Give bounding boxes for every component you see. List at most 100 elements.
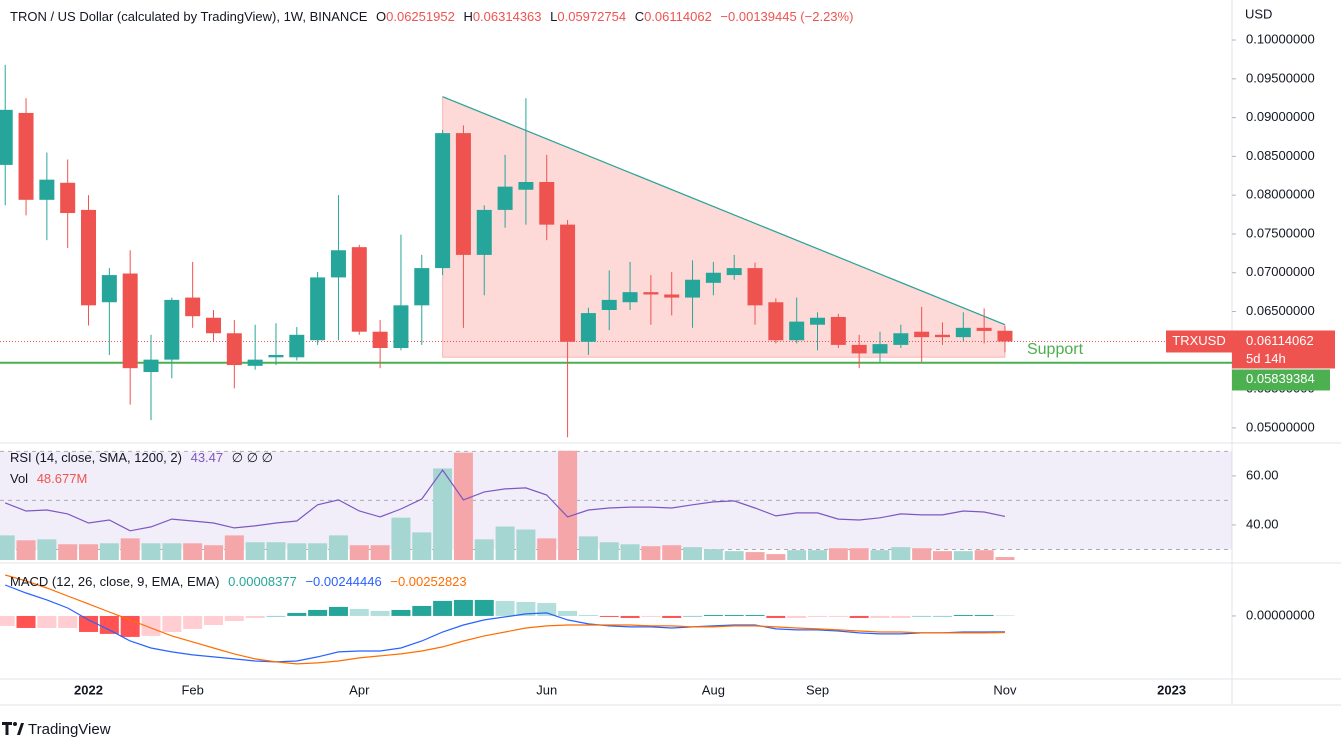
candle-body — [934, 334, 950, 338]
y-axis-unit: USD — [1245, 6, 1272, 21]
change-label: −0.00139445 (−2.23%) — [720, 9, 854, 24]
signal-line — [5, 574, 1006, 665]
x-tick-label: Feb — [181, 682, 203, 697]
macd-histogram-bar — [412, 605, 432, 616]
rsi-line — [4, 468, 1006, 532]
volume-bar — [745, 552, 765, 560]
macd-histogram-bar — [266, 615, 286, 617]
macd-histogram-bar — [391, 609, 411, 616]
macd-histogram-bar — [203, 615, 223, 625]
macd-histogram-bar — [79, 615, 99, 632]
volume-bar — [683, 547, 703, 560]
macd-histogram-bar — [849, 615, 869, 618]
macd-histogram-bar — [912, 615, 932, 617]
x-tick-label: Apr — [349, 682, 370, 697]
candle-body — [372, 331, 388, 348]
rsi-title: RSI (14, close, SMA, 1200, 2) — [10, 450, 182, 465]
volume-bar — [558, 450, 578, 560]
x-tick-label: 2022 — [74, 682, 103, 697]
macd-histogram-bar — [578, 614, 598, 616]
brand-name: TradingView — [28, 721, 111, 738]
macd-histogram-bar — [828, 615, 848, 617]
candle-body — [18, 112, 34, 200]
volume-bar — [391, 517, 411, 560]
volume-bar — [16, 540, 36, 560]
macd-histogram-bar — [0, 615, 15, 626]
candle-body — [851, 344, 867, 354]
volume-bar — [287, 543, 307, 560]
volume-bar — [891, 547, 911, 560]
volume-bar — [828, 548, 848, 560]
candle-body — [351, 247, 367, 332]
macd-histogram-bar — [287, 612, 307, 616]
symbol-badge — [1166, 330, 1232, 353]
macd-histogram-bar — [870, 615, 890, 618]
volume-bar — [599, 542, 619, 560]
candle-body — [122, 273, 138, 369]
candle-body — [955, 327, 971, 338]
macd-histogram-bar — [183, 615, 203, 629]
triangle-edge — [442, 96, 1006, 326]
macd-histogram-bar — [974, 614, 994, 616]
volume-bar — [474, 539, 494, 560]
ohlc-key: C — [634, 9, 645, 24]
signal-value: −0.00252823 — [390, 574, 467, 589]
x-tick-label: Jun — [536, 682, 557, 697]
candle-body — [226, 333, 242, 366]
macd-title: MACD (12, 26, close, 9, EMA, EMA) — [10, 574, 220, 589]
triangle-pattern — [442, 95, 1006, 358]
macd-histogram-bar — [308, 609, 328, 616]
volume-bar — [349, 545, 369, 560]
brand-logo — [2, 722, 24, 735]
macd-histogram-bar — [37, 615, 57, 628]
macd-histogram-bar — [641, 615, 661, 617]
volume-bar — [412, 532, 432, 560]
rsi-value: 43.47 — [190, 450, 224, 465]
macd-histogram-bar — [787, 615, 807, 618]
volume-bar — [224, 535, 244, 560]
macd-histogram-bar — [995, 615, 1015, 616]
macd-value: −0.00244446 — [305, 574, 382, 589]
x-tick-label: Aug — [702, 682, 725, 697]
volume-bar — [870, 550, 890, 560]
volume-legend: Vol 48.677M — [10, 471, 92, 486]
price-badge-value: 0.06114062 — [1246, 333, 1314, 348]
candle-body — [185, 297, 201, 317]
macd-histogram-bar — [328, 606, 348, 616]
candle-body — [685, 279, 701, 298]
macd-histogram-bar — [599, 615, 619, 617]
candle-body — [539, 181, 555, 225]
volume-bar — [787, 550, 807, 560]
candle-body — [414, 268, 430, 306]
volume-bar — [58, 544, 78, 560]
macd-histogram-bar — [433, 600, 453, 616]
y-tick-label: 0.06500000 — [1246, 303, 1315, 318]
volume-bar — [932, 551, 952, 560]
candle-body — [622, 292, 638, 303]
candle-body — [872, 344, 888, 354]
price-legend: TRON / US Dollar (calculated by TradingV… — [10, 9, 858, 24]
y-tick-label: 0.07500000 — [1246, 225, 1315, 240]
macd-histogram-bar — [120, 615, 140, 637]
volume-bar — [120, 538, 140, 560]
macd-histogram-bar — [932, 615, 952, 617]
x-tick-label: 2023 — [1157, 682, 1186, 697]
volume-bar — [99, 543, 119, 560]
macd-histogram-bar — [516, 601, 536, 616]
volume-bar — [370, 545, 390, 560]
candle-body — [643, 292, 659, 295]
candle-body — [205, 317, 221, 334]
y-tick-label: 0.08000000 — [1246, 187, 1315, 202]
volume-bar — [537, 538, 557, 560]
candle-body — [914, 331, 930, 338]
macd-histogram-bar — [662, 615, 682, 618]
candle-body — [768, 302, 784, 341]
y-tick-label: 0.05000000 — [1246, 419, 1315, 434]
candle-body — [143, 359, 159, 373]
candle-body — [789, 321, 805, 341]
symbol-title: TRON / US Dollar (calculated by TradingV… — [10, 9, 368, 24]
volume-bar — [453, 452, 473, 560]
volume-bar — [37, 539, 57, 560]
